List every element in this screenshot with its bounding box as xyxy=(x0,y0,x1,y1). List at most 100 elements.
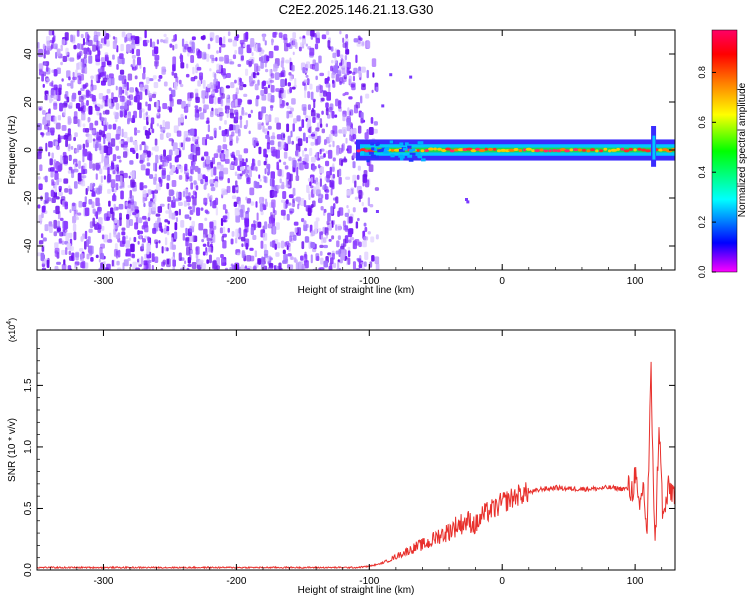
noise-cell xyxy=(144,235,148,239)
noise-cell xyxy=(279,87,284,94)
noise-cell xyxy=(184,115,187,120)
noise-cell xyxy=(79,181,84,186)
noise-cell xyxy=(79,50,83,56)
noise-cell xyxy=(305,136,309,144)
band-edge xyxy=(415,152,421,156)
noise-cell xyxy=(280,79,285,88)
spectrogram-ytick-label: -40 xyxy=(23,238,34,253)
noise-cell xyxy=(120,190,124,200)
noise-cell xyxy=(53,231,58,237)
noise-cell xyxy=(307,78,310,85)
noise-cell xyxy=(113,189,117,193)
noise-cell xyxy=(70,145,74,150)
noise-cell xyxy=(375,234,379,240)
noise-cell xyxy=(295,150,300,158)
noise-cell xyxy=(158,75,163,79)
noise-cell xyxy=(271,150,276,157)
noise-cell xyxy=(278,262,282,270)
noise-cell xyxy=(188,130,191,136)
noise-cell xyxy=(124,88,128,96)
noise-cell xyxy=(275,252,280,257)
noise-cell xyxy=(180,220,185,228)
noise-cell xyxy=(334,57,337,64)
spectrogram-noise-region xyxy=(37,30,380,270)
band-peak xyxy=(534,149,541,153)
band-edge xyxy=(399,142,404,146)
noise-cell xyxy=(357,125,362,134)
noise-cell xyxy=(213,225,217,230)
noise-cell xyxy=(311,230,315,237)
band-peak xyxy=(449,149,455,153)
noise-cell xyxy=(110,207,114,214)
noise-cell xyxy=(68,166,73,171)
noise-cell xyxy=(205,155,210,165)
noise-cell xyxy=(275,222,280,230)
noise-cell xyxy=(315,127,320,132)
noise-cell xyxy=(61,105,65,109)
noise-cell xyxy=(171,212,176,220)
noise-cell xyxy=(63,107,66,116)
noise-cell xyxy=(286,123,290,133)
noise-cell xyxy=(44,192,49,201)
noise-cell xyxy=(176,165,181,170)
noise-cell xyxy=(192,190,197,196)
noise-cell xyxy=(280,141,285,149)
band-peak xyxy=(416,149,420,153)
noise-cell xyxy=(80,236,84,242)
noise-cell xyxy=(48,141,53,148)
noise-cell xyxy=(345,176,351,180)
noise-cell xyxy=(116,260,120,266)
noise-cell xyxy=(331,166,335,172)
noise-cell xyxy=(270,85,275,93)
noise-cell xyxy=(88,245,94,255)
noise-cell xyxy=(218,125,222,130)
noise-cell xyxy=(220,218,224,227)
noise-cell xyxy=(229,124,234,131)
noise-cell xyxy=(58,238,63,244)
noise-cell xyxy=(104,267,109,270)
noise-cell xyxy=(184,260,187,265)
noise-cell xyxy=(344,73,348,78)
noise-cell xyxy=(278,32,283,39)
noise-cell xyxy=(363,236,369,241)
noise-cell xyxy=(263,243,267,251)
noise-cell xyxy=(196,207,201,216)
noise-cell xyxy=(231,195,237,200)
noise-cell xyxy=(327,76,330,82)
noise-cell xyxy=(194,105,199,109)
noise-cell xyxy=(288,72,292,76)
noise-cell xyxy=(110,138,116,147)
noise-cell xyxy=(139,91,143,101)
noise-cell xyxy=(81,43,84,51)
noise-cell xyxy=(328,106,333,113)
noise-cell xyxy=(176,99,182,105)
noise-cell xyxy=(232,185,236,194)
noise-cell xyxy=(57,134,61,144)
noise-cell xyxy=(87,133,93,143)
noise-cell xyxy=(129,136,133,143)
noise-cell xyxy=(347,257,351,265)
noise-cell xyxy=(339,65,342,72)
noise-cell xyxy=(250,38,255,47)
noise-cell xyxy=(159,225,163,232)
noise-cell xyxy=(339,77,344,84)
noise-cell xyxy=(168,138,174,142)
noise-cell xyxy=(162,119,165,127)
noise-cell xyxy=(51,80,54,88)
noise-cell xyxy=(49,167,55,172)
noise-cell xyxy=(214,73,217,80)
noise-cell xyxy=(338,129,343,134)
noise-cell xyxy=(91,201,95,209)
noise-cell xyxy=(353,240,357,250)
noise-cell xyxy=(138,230,144,235)
noise-cell xyxy=(150,117,155,125)
noise-cell xyxy=(249,77,254,87)
noise-cell xyxy=(152,190,155,199)
noise-cell xyxy=(46,259,50,269)
noise-cell xyxy=(229,140,233,146)
noise-cell xyxy=(41,246,45,252)
noise-cell xyxy=(297,138,303,146)
noise-cell xyxy=(245,170,248,179)
noise-cell xyxy=(249,247,254,251)
noise-cell xyxy=(291,64,295,72)
